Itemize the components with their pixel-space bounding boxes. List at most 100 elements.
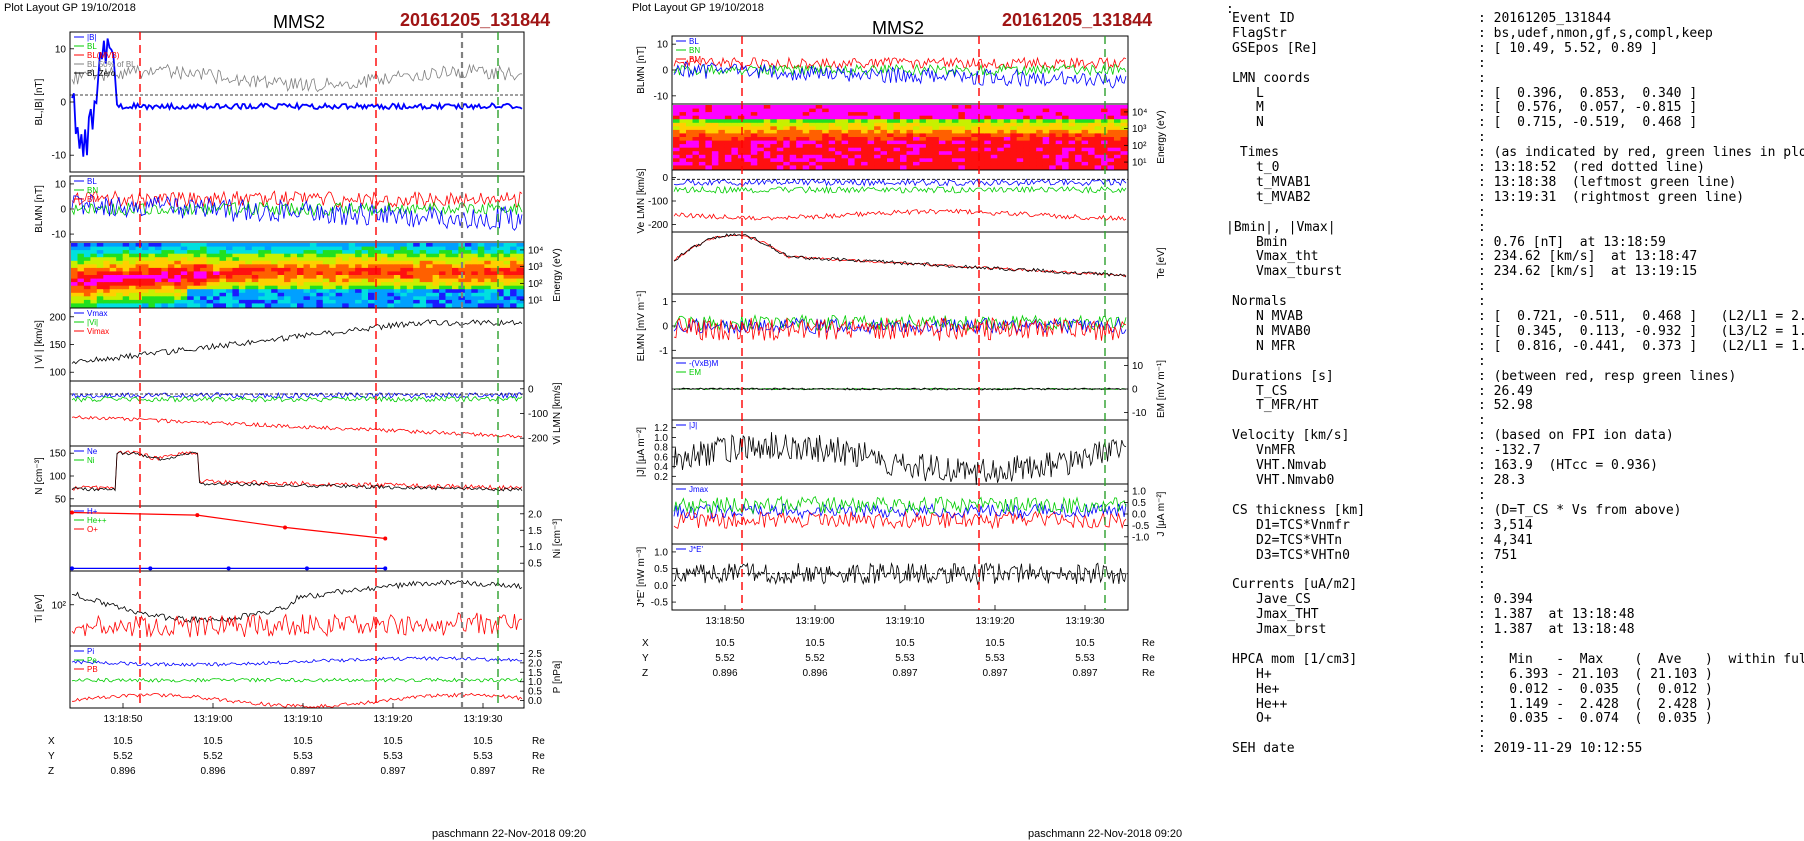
spectrogram-cell — [77, 282, 85, 287]
spectrogram-cell — [445, 271, 453, 276]
spectrogram-cell — [893, 126, 901, 131]
spectrogram-cell — [744, 140, 752, 145]
spectrogram-cell — [997, 144, 1005, 149]
spectrogram-cell — [770, 105, 778, 110]
spectrogram-cell — [193, 275, 201, 280]
spectrogram-cell — [1036, 165, 1044, 170]
spectrogram-cell — [874, 115, 882, 120]
spectrogram-cell — [867, 112, 875, 117]
spectrogram-cell — [900, 105, 908, 110]
spectrogram-cell — [925, 133, 933, 138]
spectrogram-cell — [361, 303, 369, 308]
spectrogram-cell — [484, 271, 492, 276]
spectrogram-cell — [264, 278, 272, 283]
spectrogram-cell — [232, 296, 240, 301]
spectrogram-cell — [135, 303, 143, 308]
spectrogram-cell — [990, 126, 998, 131]
spectrogram-cell — [1075, 105, 1083, 110]
spectrogram-cell — [71, 246, 79, 251]
y-tick-label: -10 — [654, 91, 669, 102]
spectrogram-cell — [1120, 115, 1128, 120]
info-key: t_0 — [1256, 160, 1280, 176]
spectrogram-cell — [226, 243, 234, 248]
spectrogram-cell — [951, 133, 959, 138]
spectrogram-cell — [368, 275, 376, 280]
spectrogram-cell — [1010, 108, 1018, 113]
spectrogram-cell — [919, 140, 927, 145]
spectrogram-cell — [1062, 154, 1070, 159]
spectrogram-cell — [167, 243, 175, 248]
spectrogram-cell — [997, 122, 1005, 127]
spectrogram-cell — [393, 246, 401, 251]
spectrogram-cell — [322, 296, 330, 301]
spectrogram-cell — [477, 260, 485, 265]
spectrogram-cell — [938, 119, 946, 124]
spectrogram-cell — [1062, 144, 1070, 149]
spectrogram-cell — [984, 140, 992, 145]
coord-value: 0.896 — [802, 668, 827, 679]
spectrogram-cell — [471, 299, 479, 305]
spectrogram-cell — [1088, 140, 1096, 145]
spectrogram-cell — [271, 257, 279, 262]
coord-value: 5.53 — [383, 751, 403, 762]
spectrogram-cell — [142, 303, 150, 308]
spectrogram-cell — [439, 243, 447, 248]
spectrogram-cell — [828, 147, 836, 152]
spectrogram-cell — [484, 246, 492, 251]
spectrogram-cell — [750, 165, 758, 170]
spectrogram-cell — [906, 144, 914, 149]
info-key: Vmax_tht — [1256, 249, 1319, 265]
spectrogram-cell — [990, 147, 998, 152]
info-key: VHT.Nmvab0 — [1256, 473, 1335, 488]
spectrogram-cell — [783, 161, 791, 167]
spectrogram-cell — [258, 257, 266, 262]
spectrogram-cell — [1075, 151, 1083, 156]
legend-entry: BL — [87, 177, 97, 186]
spectrogram-cell — [187, 243, 195, 248]
spectrogram-cell — [893, 112, 901, 117]
spectrogram-cell — [516, 296, 524, 301]
spectrogram-cell — [116, 303, 124, 308]
spectrogram-cell — [109, 243, 117, 248]
spectrogram-cell — [1088, 119, 1096, 124]
spectrogram-cell — [809, 158, 817, 163]
spectrogram-cell — [971, 161, 979, 167]
spectrogram-cell — [757, 154, 765, 159]
spectrogram-cell — [1036, 137, 1044, 142]
series-line-ve-m — [673, 185, 1127, 195]
spectrogram-cell — [1049, 129, 1057, 135]
spectrogram-cell — [802, 144, 810, 149]
series-line-ve-n — [673, 208, 1127, 221]
info-value: : (based on FPI ion data) — [1478, 428, 1674, 444]
spectrogram-cell — [958, 154, 966, 159]
coord-value: 10.5 — [895, 638, 915, 649]
legend-entry: BL Zero — [87, 69, 116, 78]
spectrogram-cell — [464, 303, 472, 308]
spectrogram-cell — [1081, 147, 1089, 152]
spectrogram-cell — [90, 292, 98, 297]
spectrogram-cell — [503, 250, 511, 255]
spectrogram-cell — [245, 292, 253, 297]
spectrogram-cell — [724, 133, 732, 138]
spectrogram-cell — [464, 275, 472, 280]
spectrogram-cell — [322, 271, 330, 276]
spectrogram-cell — [887, 119, 895, 124]
spectrogram-cell — [705, 126, 713, 131]
info-colon: : — [1478, 562, 1486, 578]
spectrogram-cell — [135, 246, 143, 251]
spectrogram-cell — [180, 289, 188, 294]
spectrogram-cell — [1120, 112, 1128, 117]
spectrogram-cell — [874, 154, 882, 159]
spectrogram-cell — [77, 246, 85, 251]
spectrogram-cell — [848, 119, 856, 124]
legend-entry: BL 50% of BL — [87, 60, 136, 69]
spectrogram-cell — [432, 260, 440, 265]
spectrogram-cell — [1081, 115, 1089, 120]
spectrogram-cell — [387, 267, 395, 273]
spectrogram-cell — [277, 285, 285, 290]
spectrogram-cell — [503, 267, 511, 273]
spectrogram-cell — [938, 154, 946, 159]
spectrogram-cell — [1107, 151, 1115, 156]
spectrogram-cell — [219, 271, 227, 276]
